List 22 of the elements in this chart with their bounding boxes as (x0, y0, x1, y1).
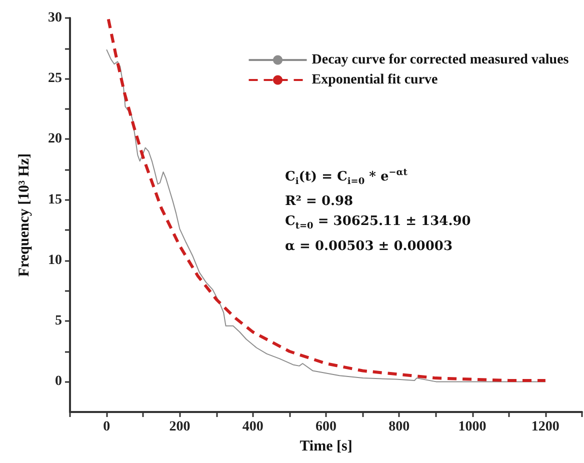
x-tick-label: 1200 (531, 420, 560, 434)
x-tick-label: 800 (388, 420, 410, 434)
y-tick-label: 5 (55, 314, 62, 329)
annotation: α = 0.00503 ± 0.00003 (285, 238, 454, 256)
y-tick-label: 30 (48, 10, 62, 26)
annotation: C$_{i}$(t) = C$_{i=0}$ * e$^{−αt}$ (285, 167, 408, 189)
x-tick-label: 200 (169, 420, 190, 434)
y-tick-label: 0 (55, 374, 62, 390)
legend-label: Exponential fit curve (312, 72, 438, 88)
annotation: R² = 0.98 (285, 192, 354, 211)
x-tick-label: 600 (316, 420, 336, 434)
x-axis-title: Time [s] (300, 438, 352, 454)
x-tick-label: 0 (103, 420, 110, 434)
x-tick-label: 400 (242, 420, 264, 434)
legend-label: Decay curve for corrected measured values (312, 52, 570, 68)
y-tick-label: 15 (48, 192, 62, 208)
y-tick-label: 25 (48, 71, 62, 86)
annotation: C$_{t=0}$ = 30625.11 ± 134.90 (285, 212, 471, 234)
y-axis-title: Frequency [10³ Hz] (16, 153, 32, 277)
x-tick-label: 1000 (458, 420, 486, 434)
y-tick-label: 20 (48, 132, 62, 147)
y-tick-label: 10 (48, 252, 62, 268)
